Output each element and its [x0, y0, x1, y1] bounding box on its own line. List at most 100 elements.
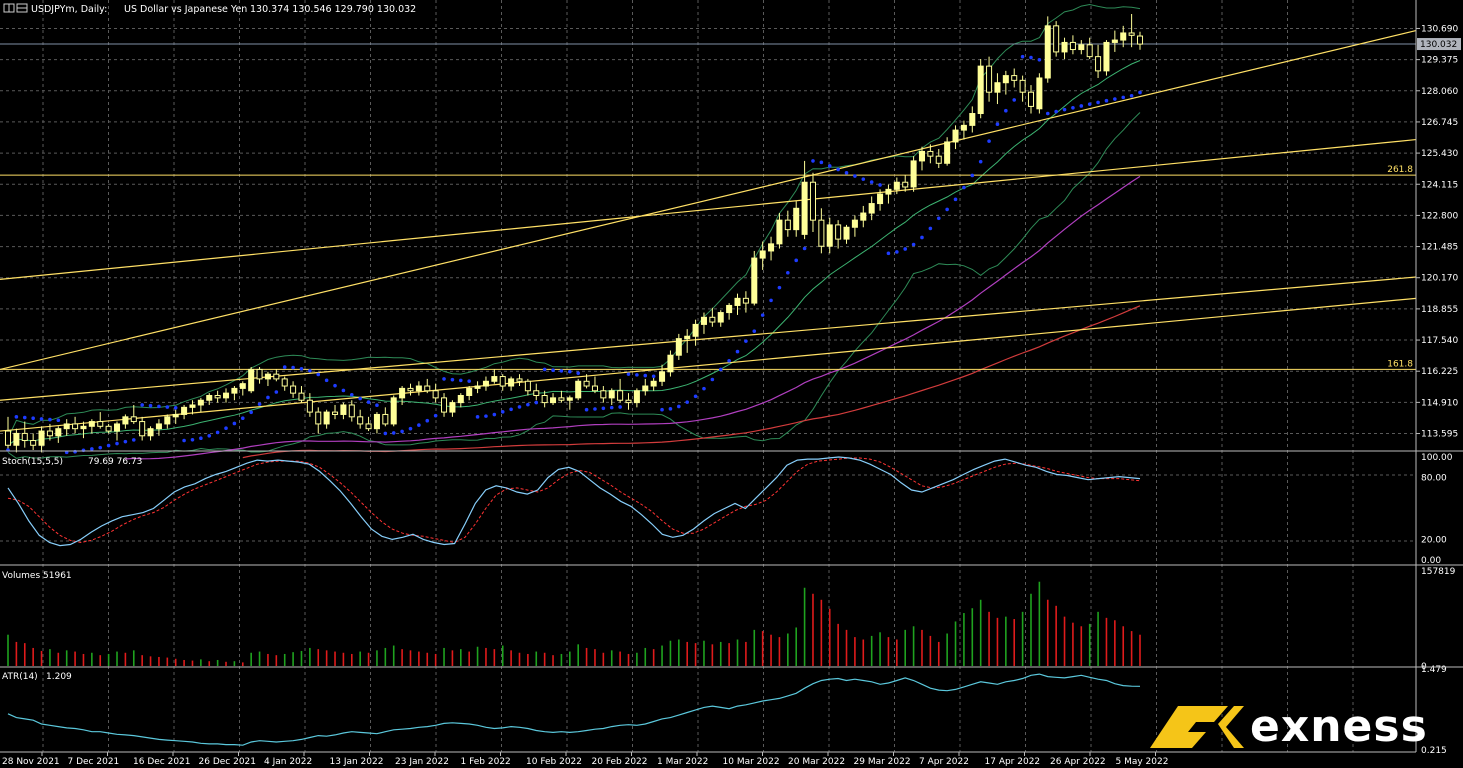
psar-dot — [920, 235, 924, 240]
candle-body — [390, 397, 397, 425]
x-tick-label: 10 Feb 2022 — [526, 757, 582, 767]
x-tick-label: 23 Jan 2022 — [395, 757, 449, 767]
psar-dot — [936, 216, 941, 221]
psar-dot — [945, 207, 949, 212]
candle-body — [1120, 32, 1127, 41]
candle-body — [1019, 79, 1026, 93]
candle-body — [675, 338, 682, 356]
y-tick-label: 122.800 — [1421, 211, 1458, 221]
candle-body — [751, 257, 758, 304]
candle-body — [885, 188, 892, 195]
candle-body — [1036, 77, 1043, 110]
psar-dot — [643, 373, 648, 378]
psar-dot — [677, 404, 681, 409]
psar-dot — [1020, 54, 1025, 59]
candle-body — [801, 181, 808, 235]
candle-body — [860, 212, 867, 221]
psar-dot — [232, 421, 237, 426]
candle-body — [508, 378, 515, 387]
x-tick-label: 16 Dec 2021 — [133, 757, 191, 767]
candle-body — [382, 413, 389, 425]
candle-body — [960, 124, 967, 131]
chart-header: USDJPYm, Daily: US Dollar vs Japanese Ye… — [3, 3, 416, 15]
psar-dot — [433, 413, 438, 418]
psar-dot — [1004, 108, 1008, 113]
candle-body — [1044, 25, 1051, 79]
candle-body — [1103, 41, 1110, 72]
psar-dot — [199, 436, 203, 441]
candle-body — [72, 423, 79, 430]
psar-dot — [635, 373, 639, 377]
candle-body — [1111, 39, 1118, 43]
candle-body — [491, 376, 498, 382]
psar-dot — [467, 379, 471, 383]
exness-logo: exness — [1150, 701, 1427, 752]
psar-dot — [786, 270, 790, 275]
psar-dot — [1087, 102, 1092, 106]
psar-dot — [827, 164, 832, 168]
psar-dot — [215, 430, 220, 435]
price-panel: 261.8 161.8 — [0, 3, 1417, 460]
candle-body — [499, 376, 506, 387]
candle-body — [969, 113, 976, 126]
candle-body — [474, 385, 481, 389]
psar-dot — [1104, 98, 1109, 103]
psar-dot — [131, 438, 136, 442]
atr-title: ATR(14) — [2, 672, 38, 682]
y-tick-label: 118.855 — [1421, 305, 1458, 315]
psar-dot — [240, 416, 245, 421]
ma-purple — [125, 175, 1141, 460]
psar-dot — [1029, 55, 1033, 60]
candle-body — [348, 404, 355, 418]
candle-body — [281, 378, 288, 387]
candle-body — [4, 430, 12, 446]
candle-body — [650, 380, 657, 387]
candle-body — [21, 432, 28, 442]
y-tick-label: 120.170 — [1421, 274, 1458, 284]
stoch-values: 79.69 76.73 — [88, 457, 142, 467]
psar-dot — [1096, 100, 1100, 105]
psar-dot — [408, 426, 413, 431]
candle-body — [340, 404, 347, 415]
candle-body — [1078, 44, 1085, 51]
fib-level-label: 161.8 — [1387, 359, 1413, 369]
candle-body — [1069, 41, 1076, 51]
psar-dot — [500, 410, 505, 414]
x-tick-label: 4 Jan 2022 — [264, 757, 312, 767]
psar-dot — [22, 415, 27, 420]
psar-dot — [685, 400, 689, 404]
stoch-tick-label: 100.00 — [1421, 453, 1453, 463]
candle-body — [181, 406, 188, 415]
candle-body — [575, 380, 582, 399]
psar-dot — [987, 139, 991, 143]
psar-dot — [417, 423, 421, 427]
psar-dot — [48, 417, 52, 422]
psar-dot — [760, 313, 765, 317]
candle-body — [373, 413, 380, 430]
x-tick-label: 5 May 2022 — [1116, 757, 1169, 767]
ma-red — [242, 305, 1141, 459]
psar-dot — [1054, 109, 1058, 114]
psar-dot — [1071, 106, 1075, 110]
candle-body — [139, 421, 146, 437]
candle-body — [466, 387, 473, 396]
candle-body — [365, 423, 372, 430]
candle-body — [214, 395, 221, 399]
candle-body — [742, 297, 749, 304]
candle-body — [449, 402, 456, 413]
psar-dot — [274, 390, 279, 394]
psar-dot — [1037, 57, 1042, 62]
psar-dot — [442, 377, 446, 381]
candle-body — [97, 421, 104, 427]
psar-dot — [844, 171, 849, 175]
candle-body — [239, 383, 246, 389]
candle-body — [1002, 75, 1009, 84]
candle-body — [130, 416, 137, 423]
candle-body — [977, 65, 984, 115]
candle-body — [550, 397, 557, 404]
candle-body — [667, 354, 674, 373]
candle-body — [608, 390, 615, 399]
psar-dot — [266, 395, 270, 400]
candle-body — [122, 416, 129, 425]
